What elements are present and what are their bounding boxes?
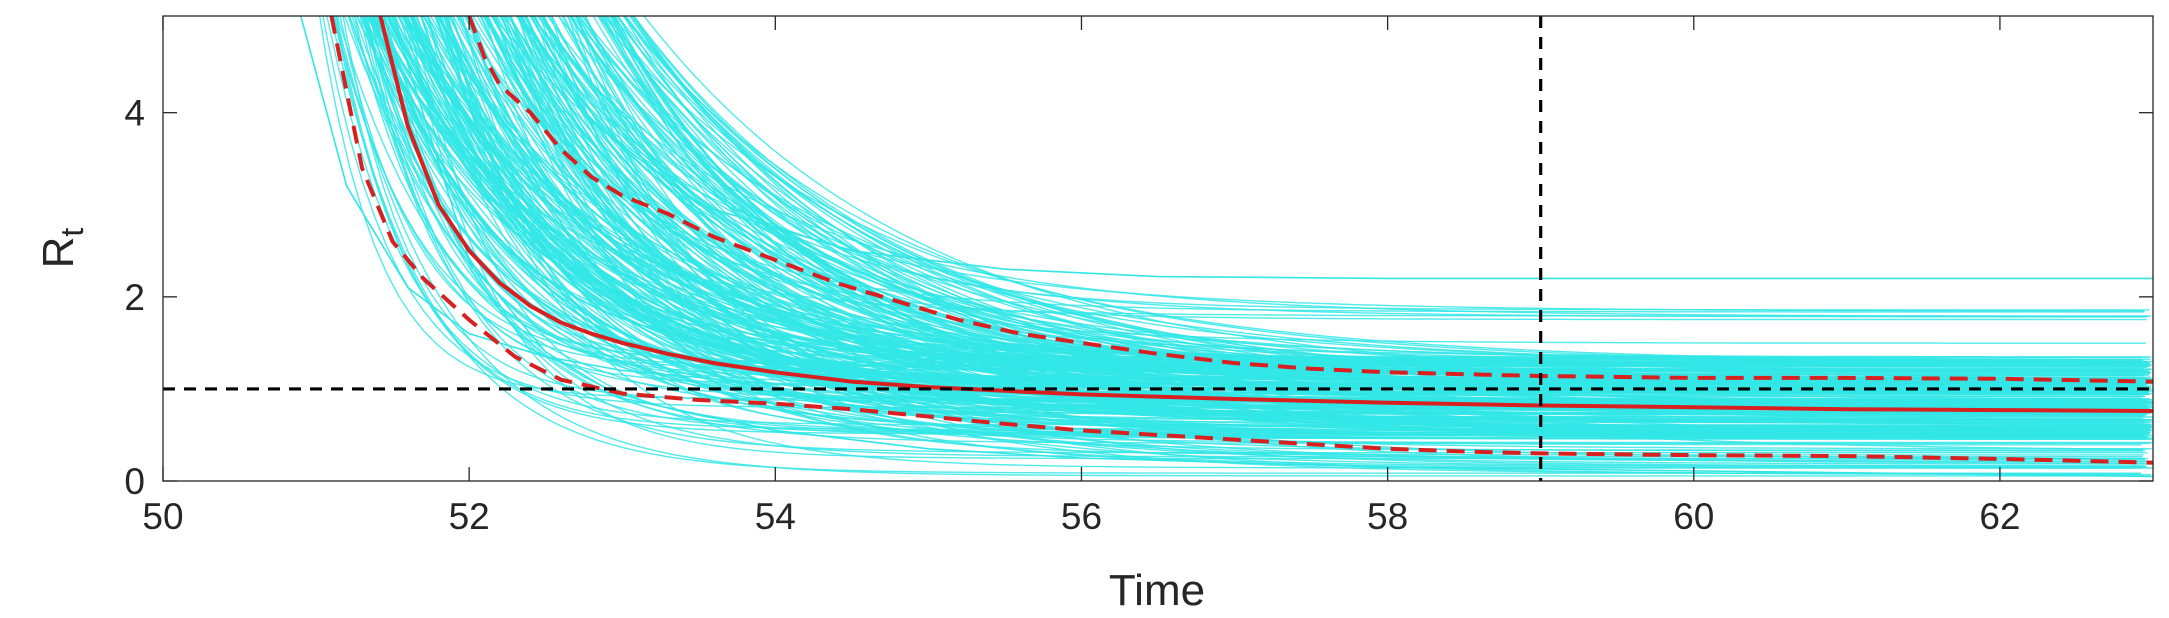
- y-tick-label: 0: [124, 461, 145, 502]
- ensemble-line: [510, 16, 2144, 456]
- ensemble-line: [424, 16, 2146, 451]
- ensemble-line: [403, 16, 2143, 362]
- y-tick-label: 2: [124, 277, 145, 318]
- ensemble-line: [515, 16, 2150, 373]
- ensemble-line: [391, 16, 2153, 478]
- lower-bound-line: [329, 16, 2153, 465]
- ensemble-line: [326, 16, 2152, 426]
- ensemble-line: [518, 16, 2150, 429]
- ensemble-line: [452, 16, 2143, 361]
- y-axis-label: R: [34, 237, 83, 269]
- ensemble-line: [582, 16, 2150, 376]
- ensemble-line: [612, 16, 2150, 311]
- x-tick-label: 62: [1979, 496, 2020, 537]
- ensemble-line: [457, 16, 2149, 358]
- reference-lines: [163, 16, 2153, 481]
- ensemble-line: [436, 16, 2151, 476]
- ensemble-line: [485, 16, 2143, 434]
- ensemble-line: [300, 16, 2153, 404]
- ensemble-line: [335, 16, 2145, 477]
- x-tick-label: 58: [1367, 496, 1408, 537]
- ensemble-line: [517, 16, 2147, 414]
- ensemble-line: [492, 16, 2145, 312]
- ensemble-line: [533, 16, 2149, 388]
- x-tick-label: 56: [1061, 496, 1102, 537]
- x-tick-label: 54: [755, 496, 796, 537]
- x-tick-label: 52: [449, 496, 490, 537]
- x-axis-label: Time: [1109, 566, 1205, 615]
- ensemble-line: [519, 16, 2143, 360]
- ensemble-line: [377, 16, 2152, 384]
- axes-box: [162, 15, 2154, 482]
- y-axis-label-subscript: t: [54, 228, 90, 237]
- y-axis-label-group: Rt: [34, 228, 90, 269]
- median-line: [378, 16, 2153, 413]
- axes: 50 52 54 56 58 60 62 0 2 4: [124, 15, 2154, 537]
- ensemble-line: [509, 16, 2146, 398]
- ensemble-line: [504, 16, 2146, 344]
- ensemble-line: [361, 16, 2148, 454]
- x-tick-label: 50: [142, 496, 183, 537]
- ensemble-line: [540, 16, 2145, 425]
- ensemble-line: [364, 16, 2144, 439]
- ensemble-line: [504, 16, 2149, 365]
- ensemble-line: [529, 16, 2153, 280]
- ensemble-line: [532, 16, 2145, 395]
- ensemble-line: [447, 16, 2145, 436]
- ensemble-line: [405, 16, 2147, 383]
- y-tick-label: 4: [124, 93, 145, 134]
- x-tick-label: 60: [1673, 496, 1714, 537]
- ensemble-line: [631, 16, 2144, 451]
- ensemble-line: [508, 16, 2143, 381]
- svg-text:Rt: Rt: [34, 228, 90, 269]
- ensemble-line: [366, 16, 2148, 406]
